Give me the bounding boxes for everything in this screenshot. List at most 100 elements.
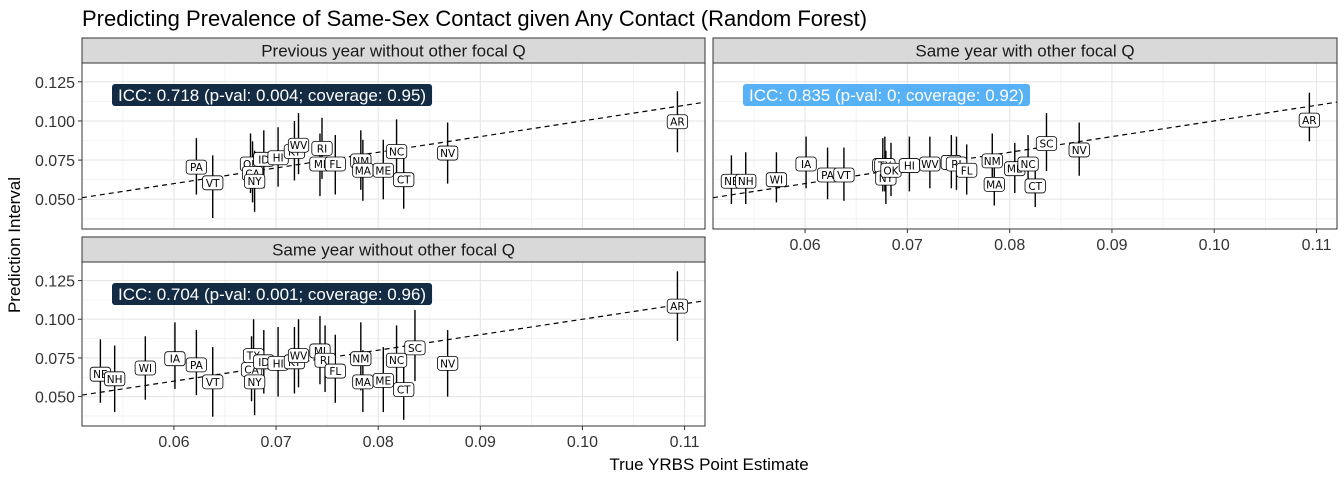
state-label: ME	[375, 165, 391, 177]
state-label: VT	[206, 377, 220, 389]
state-label: ID	[258, 154, 269, 166]
state-label: WV	[290, 140, 308, 152]
state-label: SC	[408, 343, 422, 355]
state-label-box	[765, 172, 788, 188]
x-tick-label: 0.08	[994, 237, 1025, 254]
state-label: FL	[961, 165, 973, 177]
state-label: NH	[738, 176, 754, 188]
state-label: PA	[190, 162, 204, 174]
icc-label-box	[112, 84, 433, 106]
facet-panel: Previous year without other focal QPAVTO…	[35, 37, 706, 230]
state-label: MA	[986, 179, 1003, 191]
facet-panel: Same year with other focal Q NE NH WI IA PA VT…	[712, 37, 1338, 254]
state-label: WI	[770, 175, 783, 187]
state-label-box	[1298, 112, 1320, 128]
facet-panel: Same year without other focal Q NE NH WI IA P…	[35, 236, 706, 451]
state-label: AR	[670, 301, 684, 313]
x-tick-label: 0.06	[789, 237, 820, 254]
chart-title: Predicting Prevalence of Same-Sex Contac…	[82, 6, 867, 31]
state-label: WV	[290, 351, 308, 363]
state-label: VT	[837, 170, 851, 182]
y-tick-label: 0.050	[35, 192, 75, 209]
x-tick-label: 0.09	[465, 434, 496, 451]
panel-border	[81, 261, 706, 427]
state-label: WV	[921, 159, 939, 171]
panel-contents: NENHWIIAPAVTCATXNYIDHIKYWVMIRIFLNMMAMENC…	[82, 271, 705, 420]
state-label: NV	[1072, 145, 1088, 157]
x-tick-label: 0.11	[670, 434, 700, 451]
state-label-box	[956, 162, 978, 178]
state-label-box	[164, 351, 186, 367]
state-label: HI	[273, 153, 284, 165]
y-tick-label: 0.075	[35, 153, 75, 170]
state-label-box	[437, 355, 459, 371]
y-tick-label: 0.100	[35, 312, 75, 329]
state-label: NH	[107, 374, 123, 386]
icc-label-box	[112, 283, 433, 305]
state-label: ID	[258, 357, 269, 369]
panel-contents: NENHWIIAPAVTCATXNYOKHIWVMIRIFLNMMAMENCCT…	[713, 92, 1337, 208]
state-label: AR	[1302, 115, 1316, 127]
state-label: NV	[440, 148, 456, 160]
state-label: WI	[139, 363, 152, 375]
y-tick-label: 0.075	[35, 351, 75, 368]
state-label: NE	[93, 369, 108, 381]
state-label-box	[393, 172, 415, 188]
facet-strip	[712, 37, 1338, 64]
state-label: SC	[1039, 139, 1053, 151]
state-label: NY	[247, 176, 262, 188]
state-label: VT	[206, 178, 220, 190]
panel-contents: PAVTOKCANYIDHIKYWVRIMIFLNMMAMENCCTNVAR	[82, 91, 705, 219]
state-label-box	[185, 159, 207, 175]
state-label: NM	[352, 354, 369, 366]
state-label-box	[437, 145, 459, 161]
state-label: NM	[984, 156, 1001, 168]
state-label: PA	[190, 360, 204, 372]
reference-line	[82, 300, 705, 396]
state-label-box	[287, 348, 310, 364]
state-label: FL	[329, 159, 341, 171]
y-tick-label: 0.050	[35, 390, 75, 407]
y-axis-title: Prediction Interval	[5, 177, 24, 313]
facet-strip-label: Previous year without other focal Q	[261, 42, 526, 61]
state-label-box	[393, 382, 415, 398]
panel-border	[81, 62, 706, 230]
x-tick-label: 0.07	[892, 237, 923, 254]
state-label-box	[981, 153, 1003, 169]
facet-strip-label: Same year without other focal Q	[272, 241, 515, 260]
state-label-box	[202, 175, 224, 191]
state-label-box	[919, 156, 941, 172]
state-label: ME	[375, 375, 391, 387]
x-tick-label: 0.07	[260, 434, 291, 451]
state-label-box	[287, 137, 310, 153]
state-label: NC	[389, 355, 404, 367]
x-tick-label: 0.11	[1302, 237, 1332, 254]
reference-line	[713, 101, 1337, 199]
x-tick-label: 0.09	[1096, 237, 1127, 254]
x-tick-label: 0.10	[1199, 237, 1230, 254]
state-label: HI	[904, 161, 915, 173]
state-label-box	[404, 340, 426, 356]
state-label: HI	[273, 358, 284, 370]
state-label-box	[983, 176, 1005, 192]
state-label-box	[1068, 142, 1090, 158]
state-label-box	[795, 156, 817, 172]
state-label: CT	[1028, 181, 1042, 193]
state-label-box	[311, 140, 333, 156]
state-label-box	[134, 360, 156, 376]
panel-border	[712, 62, 1338, 230]
facet-strip	[81, 37, 706, 64]
state-label: MA	[355, 377, 372, 389]
state-label: IA	[170, 354, 181, 366]
y-tick-label: 0.100	[35, 114, 75, 131]
icc-label: ICC: 0.704 (p-val: 0.001; coverage: 0.96…	[118, 285, 426, 304]
chart-panels: Previous year without other focal QPAVTO…	[35, 37, 1338, 451]
state-label-box	[666, 114, 689, 130]
state-label: RI	[320, 355, 330, 367]
state-label: NE	[724, 176, 739, 188]
state-label-box	[324, 156, 346, 172]
state-label-box	[372, 162, 394, 178]
state-label: NV	[440, 358, 456, 370]
x-tick-label: 0.10	[567, 434, 598, 451]
